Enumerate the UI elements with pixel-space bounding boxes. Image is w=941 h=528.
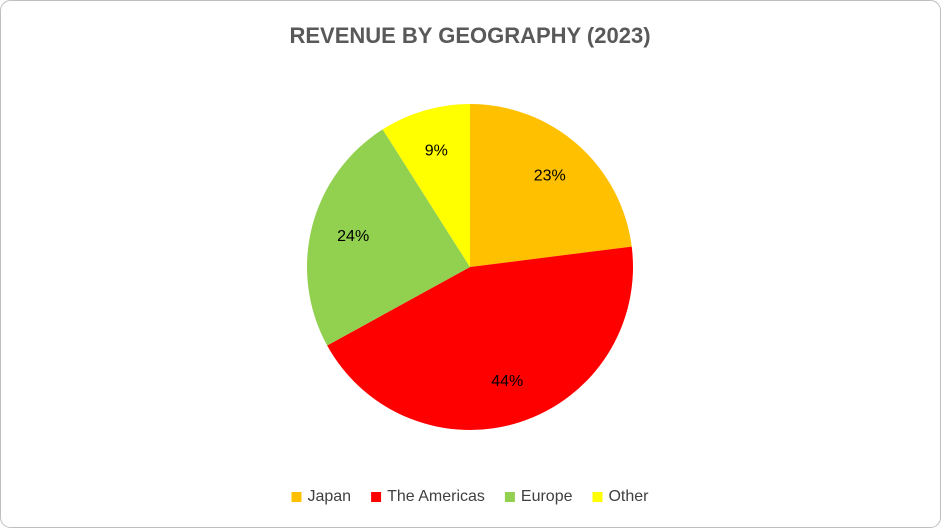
legend-swatch [291, 492, 302, 502]
legend-label: The Americas [387, 488, 485, 505]
pie-slice [382, 104, 470, 267]
legend-label: Japan [307, 488, 351, 505]
data-label: 44% [491, 373, 523, 390]
legend-swatch [592, 492, 603, 502]
pie-slice [470, 104, 632, 267]
data-label: 9% [425, 142, 448, 159]
legend-swatch [371, 492, 382, 502]
data-label: 24% [337, 228, 369, 245]
chart-title: REVENUE BY GEOGRAPHY (2023) [289, 23, 650, 48]
pie-slice [307, 129, 470, 346]
legend-label: Other [608, 488, 649, 505]
legend-swatch [504, 492, 515, 502]
legend-label: Europe [521, 488, 573, 505]
data-label: 23% [534, 168, 566, 185]
pie-slice [327, 246, 633, 430]
